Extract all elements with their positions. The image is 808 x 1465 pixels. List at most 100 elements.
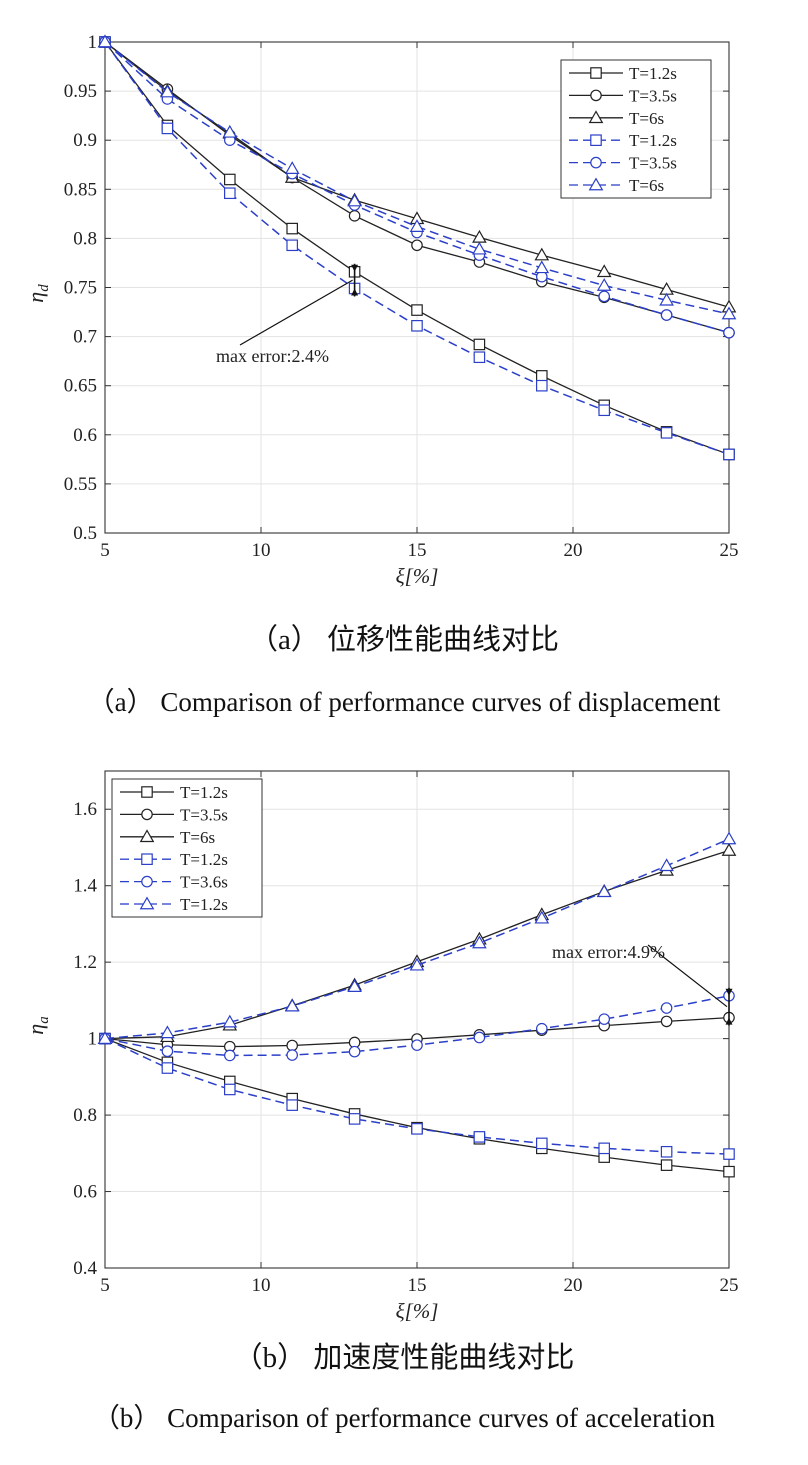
data-point — [286, 1049, 298, 1061]
data-point — [473, 1131, 486, 1143]
legend-marker — [590, 156, 602, 169]
x-tick-label: 5 — [100, 1275, 110, 1296]
y-tick-label: 0.7 — [73, 327, 97, 348]
data-point — [348, 1045, 361, 1058]
series-line — [104, 838, 730, 1040]
data-point — [534, 260, 550, 274]
legend-marker — [141, 786, 153, 798]
annotation: max error:4.9% — [552, 942, 733, 1026]
legend-label: T=3.5s — [180, 805, 228, 824]
series-6 — [97, 831, 737, 1044]
legend-label: T=1.2s — [180, 850, 228, 869]
data-point — [721, 831, 737, 845]
legend: T=1.2s T=3.5s T=6s T=1.2s T=3.6s T=1.2s — [111, 778, 263, 918]
data-point — [222, 124, 238, 138]
y-tick-label: 0.5 — [73, 523, 97, 544]
legend-label: T=1.2s — [180, 895, 228, 914]
data-point — [723, 1165, 735, 1178]
annotation: max error:2.4% — [216, 263, 359, 366]
data-point — [411, 319, 423, 332]
x-axis-label: ξ[%] — [396, 564, 439, 588]
legend-marker — [141, 875, 153, 888]
data-point — [660, 1145, 673, 1158]
data-point — [721, 843, 737, 856]
data-point — [160, 84, 175, 98]
data-point — [348, 210, 361, 222]
x-axis-label: ξ[%] — [396, 1299, 439, 1323]
legend-marker — [141, 808, 153, 821]
data-point — [723, 448, 735, 461]
legend-label: T=6s — [180, 828, 215, 847]
data-point — [723, 1148, 735, 1160]
y-tick-label: 0.65 — [64, 376, 97, 397]
data-point — [473, 351, 486, 364]
data-point — [411, 304, 423, 316]
y-tick-label: 1.4 — [73, 876, 97, 897]
legend-label: T=3.5s — [629, 154, 677, 173]
data-point — [224, 1083, 236, 1096]
data-point — [286, 239, 298, 252]
data-point — [535, 370, 548, 382]
y-tick-label: 1.6 — [73, 799, 97, 820]
data-point — [535, 1137, 548, 1150]
data-point — [161, 1045, 174, 1058]
y-tick-label: 1 — [88, 1029, 98, 1050]
data-point — [411, 1039, 423, 1051]
y-tick-label: 0.6 — [73, 425, 97, 446]
legend-box — [560, 59, 712, 199]
x-tick-label: 20 — [564, 1275, 583, 1296]
caption-b-chinese: （b） 加速度性能曲线对比 — [233, 1342, 575, 1374]
annotation-leader — [239, 279, 353, 346]
data-point — [411, 239, 423, 252]
legend-marker — [590, 134, 602, 146]
x-tick-label: 15 — [408, 1275, 427, 1296]
data-point — [473, 338, 486, 351]
acceleration-chart: 5 10 15 20 25 0.4 0.6 0.8 1 1.2 1.4 1.6 ξ[%] ηa max er… — [23, 770, 739, 1323]
caption-a-chinese: （a） 位移性能曲线对比 — [248, 624, 560, 656]
x-tick-label: 10 — [252, 540, 271, 561]
data-point — [534, 910, 550, 924]
data-point — [224, 173, 236, 186]
data-point — [472, 241, 487, 255]
y-tick-label: 0.95 — [64, 81, 97, 102]
x-tick-label: 10 — [252, 1275, 271, 1296]
data-point — [659, 292, 674, 306]
annotation-text: max error:2.4% — [216, 346, 329, 366]
data-point — [224, 1049, 236, 1062]
data-point — [596, 884, 612, 898]
data-point — [348, 1113, 361, 1125]
arrow-head — [725, 1017, 733, 1025]
y-tick-label: 0.55 — [64, 474, 97, 495]
data-point — [660, 1002, 673, 1014]
data-point — [598, 404, 610, 417]
y-tick-label: 0.8 — [73, 228, 97, 249]
legend-marker — [139, 829, 155, 843]
data-point — [534, 247, 550, 261]
data-point — [411, 1123, 423, 1135]
y-tick-label: 0.85 — [64, 179, 97, 200]
data-point — [660, 309, 673, 321]
data-point — [286, 1099, 298, 1111]
data-point — [224, 187, 236, 200]
data-point — [598, 1142, 610, 1155]
annotation-text: max error:4.9% — [552, 942, 665, 962]
x-tick-label: 20 — [564, 540, 583, 561]
data-point — [347, 979, 362, 992]
legend-label: T=6s — [629, 109, 664, 128]
data-point — [721, 306, 737, 320]
data-point — [472, 935, 487, 949]
y-tick-label: 0.4 — [73, 1258, 97, 1279]
arrow-head — [725, 988, 733, 996]
data-point — [660, 1015, 673, 1028]
legend-marker — [588, 110, 604, 124]
y-tick-label: 0.8 — [73, 1105, 97, 1126]
legend-marker — [141, 853, 153, 865]
data-point — [409, 957, 425, 971]
y-axis-label: ηd — [23, 284, 52, 303]
legend-marker — [590, 67, 602, 79]
series-6 — [97, 34, 737, 320]
data-point — [161, 1062, 174, 1074]
data-point — [723, 326, 735, 339]
legend-box — [111, 778, 263, 918]
